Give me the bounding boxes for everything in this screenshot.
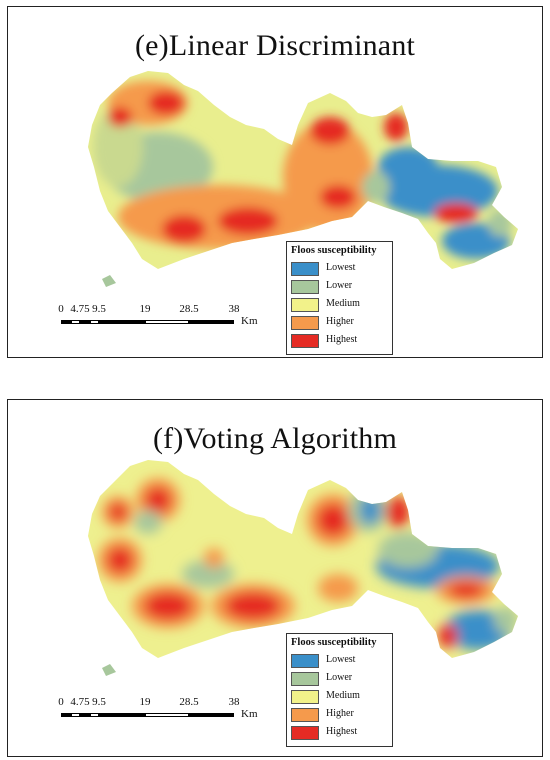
scale-tick-label: 9.5 (92, 303, 106, 315)
scale-segment (61, 320, 71, 324)
legend-item-medium: Medium (291, 688, 391, 706)
legend-swatch-highest (291, 334, 319, 348)
scale-segment (90, 320, 99, 324)
scale-tick-label: 9.5 (92, 696, 106, 708)
legend-title: Floos susceptibility (291, 245, 377, 256)
scale-unit: Km (241, 315, 258, 327)
scale-tick-label: 19 (139, 696, 151, 708)
scale-segment (71, 713, 80, 717)
legend-label: Lower (326, 280, 353, 291)
scale-tick-label: 28.5 (179, 303, 199, 315)
susceptibility-map (88, 71, 518, 287)
scale-segment (99, 713, 145, 717)
legend-swatch-medium (291, 298, 319, 312)
susceptibility-zones (93, 81, 512, 259)
legend-item-lowest: Lowest (291, 652, 391, 670)
legend-item-medium: Medium (291, 296, 391, 314)
legend-label: Medium (326, 690, 360, 701)
map-title: (f)Voting Algorithm (152, 422, 398, 455)
scale-tick-label: 4.75 (70, 696, 90, 708)
legend-label: Lowest (326, 262, 356, 273)
scale-segment (99, 320, 145, 324)
legend-label: Lowest (326, 654, 356, 665)
legend-swatch-lowest (291, 654, 319, 668)
legend-swatch-lower (291, 280, 319, 294)
map-title: (e)Linear Discriminant (134, 29, 416, 62)
scale-tick-label: 19 (139, 303, 151, 315)
legend-item-lower: Lower (291, 278, 391, 296)
scale-bar: 0 4.75 9.5 19 28.5 38 Km (56, 696, 258, 726)
scale-segment (71, 320, 80, 324)
scale-segment (90, 713, 99, 717)
scale-tick-label: 0 (58, 696, 64, 708)
legend-item-higher: Higher (291, 706, 391, 724)
legend-swatch-higher (291, 316, 319, 330)
legend-label: Highest (326, 726, 358, 737)
legend-label: Highest (326, 334, 358, 345)
legend: Floos susceptibility Lowest Lower Medium… (286, 633, 393, 747)
legend-item-highest: Highest (291, 332, 391, 350)
small-island (102, 664, 116, 676)
scale-tick-label: 0 (58, 303, 64, 315)
scale-segment (145, 713, 189, 717)
small-island (102, 275, 116, 287)
scale-unit: Km (241, 708, 258, 720)
scale-segment (145, 320, 189, 324)
scale-tick-label: 38 (228, 696, 240, 708)
map-panel-linear-discriminant: (e)Linear Discriminant Floos susceptibil… (7, 6, 543, 358)
legend-label: Lower (326, 672, 353, 683)
legend-label: Higher (326, 708, 354, 719)
scale-segment (61, 713, 71, 717)
scale-bar: 0 4.75 9.5 19 28.5 38 Km (56, 303, 258, 333)
legend-swatch-medium (291, 690, 319, 704)
legend-swatch-lowest (291, 262, 319, 276)
legend-label: Medium (326, 298, 360, 309)
scale-segment (80, 320, 90, 324)
legend-swatch-highest (291, 726, 319, 740)
legend-swatch-lower (291, 672, 319, 686)
scale-segment (189, 713, 234, 717)
scale-tick-label: 38 (228, 303, 240, 315)
scale-segment (80, 713, 90, 717)
legend-item-lower: Lower (291, 670, 391, 688)
legend-item-lowest: Lowest (291, 260, 391, 278)
susceptibility-zones (98, 478, 518, 650)
scale-tick-label: 4.75 (70, 303, 90, 315)
legend-item-highest: Highest (291, 724, 391, 742)
legend-swatch-higher (291, 708, 319, 722)
susceptibility-map (88, 460, 518, 676)
legend-title: Floos susceptibility (291, 637, 377, 648)
legend: Floos susceptibility Lowest Lower Medium… (286, 241, 393, 355)
legend-label: Higher (326, 316, 354, 327)
scale-tick-label: 28.5 (179, 696, 199, 708)
legend-item-higher: Higher (291, 314, 391, 332)
map-panel-voting-algorithm: (f)Voting Algorithm Floos susceptibility… (7, 399, 543, 757)
scale-segment (189, 320, 234, 324)
